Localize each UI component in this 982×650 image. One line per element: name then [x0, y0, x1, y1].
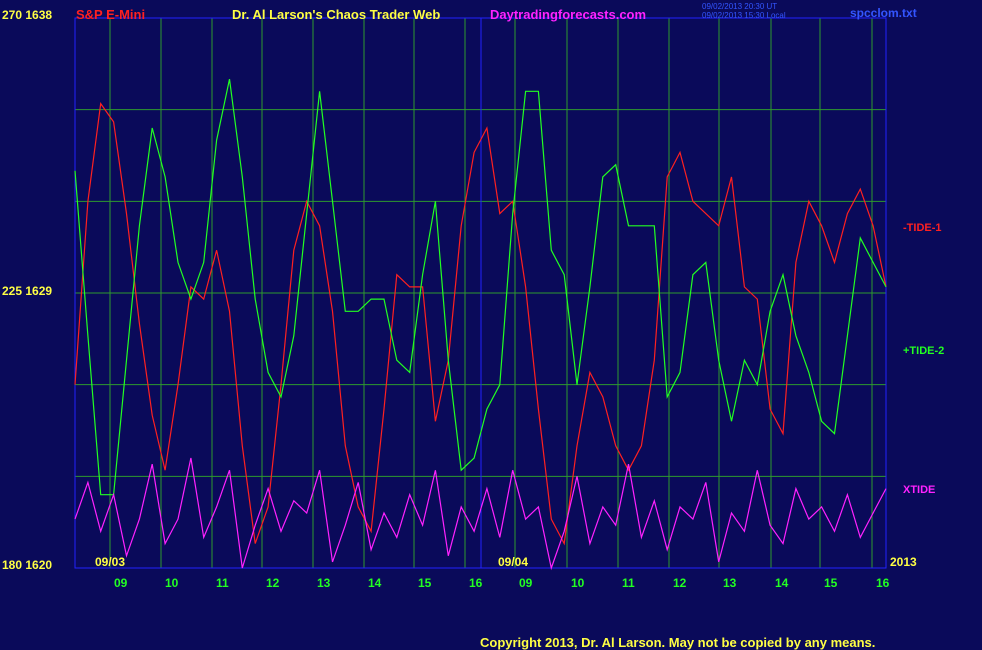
timestamp-ut: 09/02/2013 20:30 UT [702, 2, 777, 11]
legend-tide1: -TIDE-1 [903, 222, 942, 234]
hour-label: 13 [723, 576, 737, 590]
date-label-0903: 09/03 [95, 555, 125, 569]
grid [75, 18, 886, 568]
tide2-line [74, 78, 887, 496]
timestamp-local: 09/02/2013 15:30 Local [702, 11, 786, 20]
hour-label: 16 [469, 576, 483, 590]
xtide-line [74, 457, 887, 571]
hour-label: 14 [368, 576, 382, 590]
hour-label: 10 [571, 576, 585, 590]
hour-label: 09 [519, 576, 533, 590]
hour-label: 11 [622, 576, 635, 590]
hour-label: 09 [114, 576, 128, 590]
hour-label: 15 [824, 576, 838, 590]
legend-tide2: +TIDE-2 [903, 345, 944, 357]
tide1-line [74, 101, 887, 546]
year-label: 2013 [890, 555, 917, 569]
date-label-0904: 09/04 [498, 555, 528, 569]
plot-frame [74, 17, 887, 569]
hour-label: 12 [266, 576, 280, 590]
series-layer [74, 78, 887, 571]
chart-title: Dr. Al Larson's Chaos Trader Web [232, 7, 440, 22]
hour-label: 11 [216, 576, 229, 590]
site-link[interactable]: Daytradingforecasts.com [490, 7, 646, 22]
hour-label: 14 [775, 576, 789, 590]
hour-labels: 09 10 11 12 13 14 15 16 09 10 11 12 13 14 15 16 [114, 576, 890, 590]
hour-label: 13 [317, 576, 331, 590]
copyright: Copyright 2013, Dr. Al Larson. May not b… [480, 635, 875, 650]
data-file-name: spcclom.txt [850, 6, 917, 20]
y-bottom-label: 180 1620 [2, 558, 52, 572]
symbol-title: S&P E-Mini [76, 7, 145, 22]
hour-label: 12 [673, 576, 687, 590]
y-top-label: 270 1638 [2, 8, 52, 22]
hour-label: 15 [418, 576, 432, 590]
legend-xtide: XTIDE [903, 484, 935, 496]
y-mid-label: 225 1629 [2, 284, 52, 298]
hour-label: 10 [165, 576, 179, 590]
hour-label: 16 [876, 576, 890, 590]
